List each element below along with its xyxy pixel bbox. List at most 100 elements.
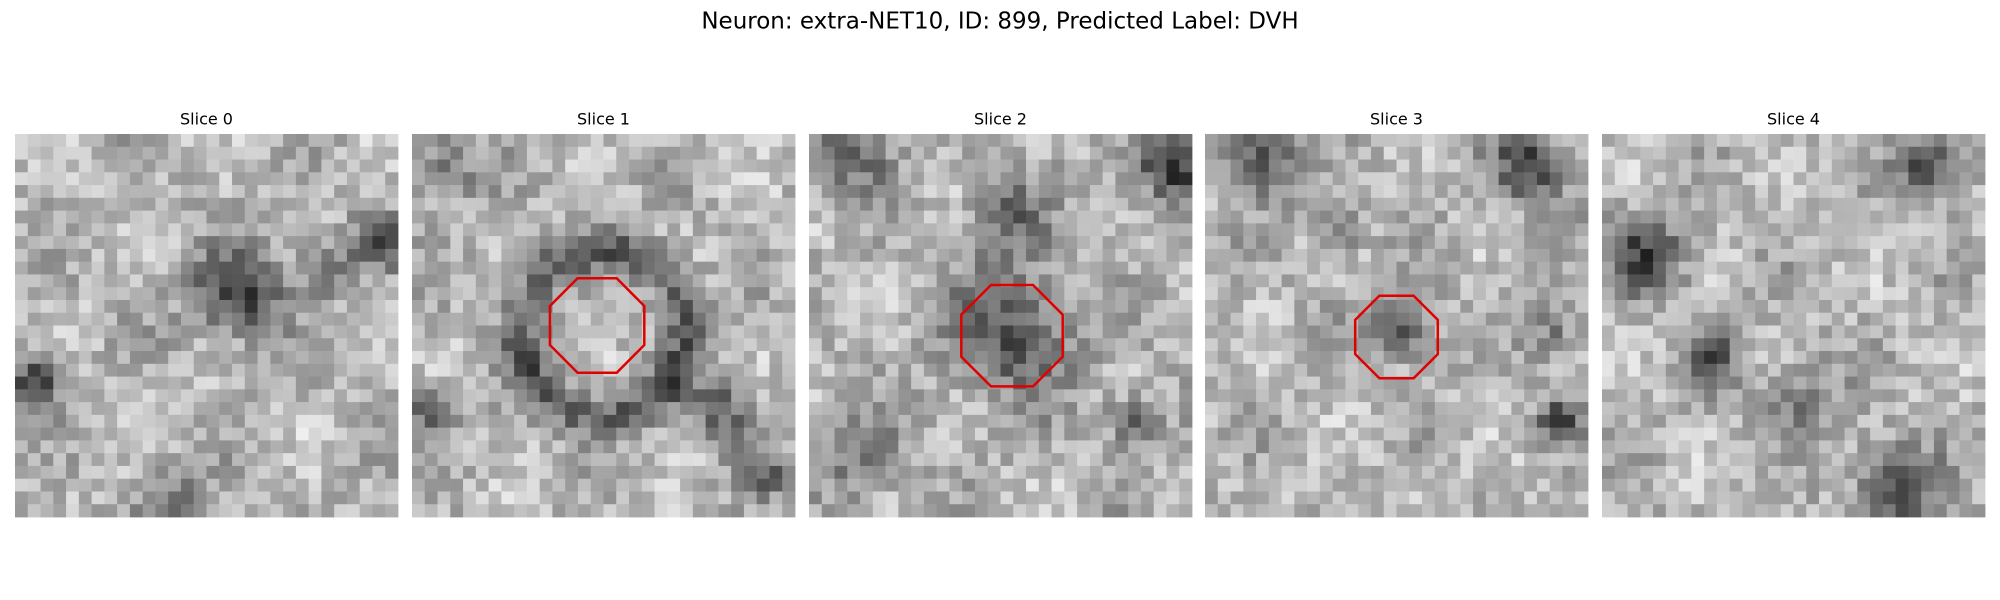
pixel	[1844, 465, 1858, 480]
pixel	[1473, 363, 1487, 377]
pixel	[1013, 248, 1027, 263]
pixel	[565, 299, 579, 314]
pixel	[1780, 159, 1794, 173]
pixel	[334, 414, 348, 429]
pixel	[193, 389, 207, 403]
pixel	[475, 185, 489, 199]
pixel	[206, 197, 220, 211]
pixel	[270, 376, 284, 390]
pixel	[1447, 159, 1461, 173]
pixel	[1243, 504, 1257, 518]
pixel	[1140, 427, 1155, 441]
pixel	[1755, 134, 1769, 148]
pixel	[1806, 389, 1820, 403]
pixel	[359, 185, 373, 199]
pixel	[1793, 287, 1807, 301]
pixel	[1536, 287, 1551, 301]
pixel	[1665, 146, 1679, 160]
pixel	[1640, 172, 1654, 186]
pixel	[1972, 414, 1986, 429]
pixel	[142, 427, 156, 441]
pixel	[1780, 414, 1794, 429]
pixel	[66, 197, 80, 211]
pixel	[244, 453, 258, 467]
pixel	[168, 491, 182, 505]
pixel	[463, 491, 477, 505]
pixel	[1498, 389, 1512, 403]
pixel	[1115, 351, 1129, 365]
pixel	[117, 236, 131, 250]
pixel	[1115, 236, 1129, 250]
pixel	[743, 159, 758, 173]
pixel	[142, 134, 156, 148]
pixel	[27, 504, 41, 518]
pixel	[692, 197, 707, 211]
pixel	[1742, 146, 1756, 160]
pixel	[821, 363, 835, 377]
pixel	[1921, 274, 1935, 288]
pixel	[91, 159, 105, 173]
pixel	[475, 427, 489, 441]
pixel	[308, 236, 322, 250]
pixel	[514, 363, 528, 377]
pixel	[53, 440, 67, 454]
pixel	[1780, 491, 1794, 505]
pixel	[40, 491, 54, 505]
pixel	[1256, 197, 1270, 211]
pixel	[1844, 197, 1858, 211]
pixel	[577, 299, 592, 314]
pixel	[321, 159, 335, 173]
pixel	[718, 414, 732, 429]
pixel	[180, 402, 195, 416]
pixel	[756, 465, 770, 480]
pixel	[206, 274, 220, 288]
pixel	[987, 287, 1001, 301]
pixel	[923, 504, 938, 518]
pixel	[424, 185, 438, 199]
pixel	[346, 414, 361, 429]
pixel	[1819, 478, 1833, 492]
pixel	[577, 185, 592, 199]
pixel	[1077, 299, 1091, 314]
pixel	[1614, 159, 1628, 173]
pixel	[987, 478, 1001, 492]
pixel	[641, 351, 655, 365]
pixel	[424, 146, 438, 160]
pixel	[346, 427, 361, 441]
pixel	[1077, 351, 1091, 365]
pixel	[1026, 351, 1040, 365]
pixel	[1665, 185, 1679, 199]
pixel	[1831, 146, 1845, 160]
pixel	[155, 146, 169, 160]
pixel	[424, 440, 438, 454]
pixel	[680, 197, 694, 211]
pixel	[244, 210, 258, 224]
pixel	[1665, 376, 1679, 390]
pixel	[821, 312, 835, 326]
pixel	[1946, 414, 1960, 429]
pixel	[743, 338, 758, 352]
pixel	[949, 363, 963, 377]
pixel	[412, 312, 426, 326]
pixel	[1627, 427, 1641, 441]
pixel	[1089, 376, 1104, 390]
pixel	[898, 159, 912, 173]
pixel	[1691, 478, 1705, 492]
pixel	[1767, 453, 1782, 467]
pixel	[40, 185, 54, 199]
pixel	[372, 338, 386, 352]
pixel	[936, 248, 950, 263]
pixel	[1396, 414, 1410, 429]
pixel	[1026, 363, 1040, 377]
pixel	[1640, 491, 1654, 505]
pixel	[488, 453, 502, 467]
pixel	[590, 248, 604, 263]
pixel	[1536, 440, 1551, 454]
pixel	[1038, 389, 1052, 403]
pixel	[372, 287, 386, 301]
pixel	[834, 159, 848, 173]
pixel	[1243, 274, 1257, 288]
pixel	[1460, 389, 1474, 403]
pixel	[1358, 299, 1372, 314]
pixel	[1153, 376, 1167, 390]
